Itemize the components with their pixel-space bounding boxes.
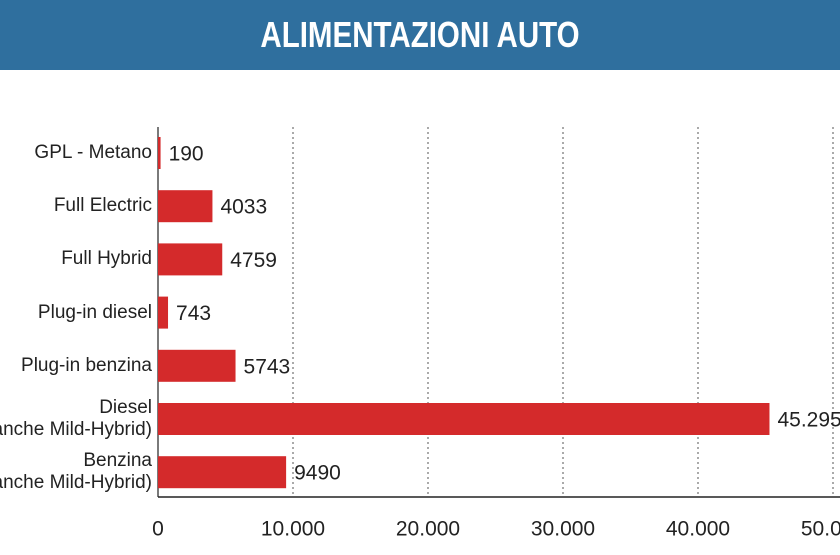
value-label: 5743 — [244, 355, 291, 378]
bar — [158, 190, 213, 223]
value-label: 4033 — [220, 196, 267, 219]
value-label: 743 — [176, 302, 211, 325]
y-tick-label: Full Hybrid — [61, 248, 152, 270]
y-tick-label: GPL - Metano — [34, 142, 152, 163]
header-band — [0, 0, 840, 70]
value-label: 9490 — [294, 462, 341, 485]
bar — [158, 137, 161, 169]
x-tick-label: 10.000 — [261, 518, 325, 541]
bar — [158, 349, 236, 382]
y-tick-label: Plug-in benzina — [21, 354, 152, 376]
x-tick-label: 0 — [152, 518, 164, 541]
x-tick-label: 20.000 — [396, 518, 460, 541]
bar — [158, 456, 287, 489]
value-label: 4759 — [230, 249, 277, 272]
y-tick-label: Plug-in diesel — [37, 301, 152, 323]
value-label: 190 — [169, 143, 204, 166]
x-tick-label: 30.000 — [531, 518, 595, 541]
x-tick-label: 50.000 — [801, 518, 840, 541]
value-label: 45.295 — [777, 409, 840, 432]
chart-title: ALIMENTAZIONI AUTO — [260, 14, 580, 55]
bar — [158, 296, 169, 329]
y-tick-label: Full Electric — [53, 195, 152, 217]
bar — [158, 243, 223, 276]
x-tick-label: 40.000 — [666, 518, 730, 541]
bar — [158, 403, 770, 435]
